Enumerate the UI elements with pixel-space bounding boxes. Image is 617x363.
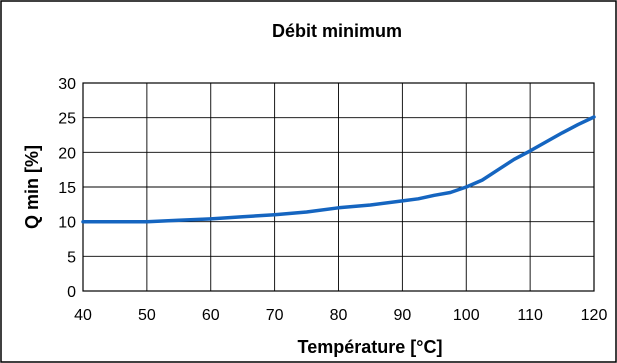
- x-tick-label: 40: [74, 307, 92, 324]
- plot-area: [82, 82, 595, 292]
- y-tick-label: 5: [67, 249, 76, 266]
- series: [81, 115, 596, 224]
- x-tick-label: 70: [266, 307, 284, 324]
- x-tick-label: 60: [202, 307, 220, 324]
- y-tick-label: 20: [58, 145, 76, 162]
- y-tick-label: 15: [58, 180, 76, 197]
- tick-labels: 40 50 60 70 80 90 100 110 120 0 5 10 15 20 25 30: [58, 76, 607, 324]
- chart-title: Débit minimum: [272, 21, 402, 41]
- y-tick-label: 30: [58, 76, 76, 93]
- x-axis-label: Température [°C]: [298, 337, 443, 357]
- x-tick-label: 80: [330, 307, 348, 324]
- y-axis-label: Q min [%]: [22, 145, 42, 229]
- x-tick-label: 120: [581, 307, 608, 324]
- x-tick-label: 50: [138, 307, 156, 324]
- series-line: [81, 115, 596, 224]
- x-tick-label: 100: [453, 307, 480, 324]
- x-tick-label: 110: [517, 307, 543, 324]
- y-tick-label: 10: [58, 215, 76, 232]
- y-tick-label: 25: [58, 111, 76, 128]
- y-tick-label: 0: [67, 284, 76, 301]
- x-tick-label: 90: [393, 307, 411, 324]
